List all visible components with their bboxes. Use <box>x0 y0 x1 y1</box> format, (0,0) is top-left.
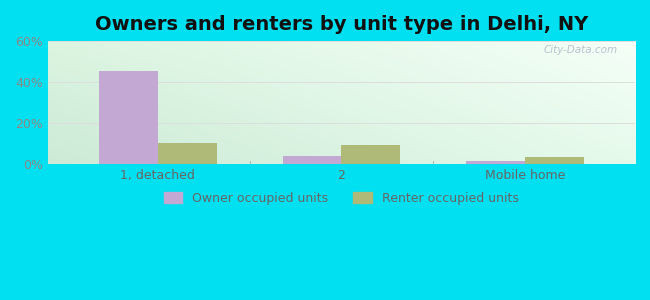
Bar <box>525 157 584 164</box>
Legend: Owner occupied units, Renter occupied units: Owner occupied units, Renter occupied un… <box>159 187 524 210</box>
Bar <box>466 161 525 164</box>
Bar <box>158 143 216 164</box>
Title: Owners and renters by unit type in Delhi, NY: Owners and renters by unit type in Delhi… <box>95 15 588 34</box>
Bar <box>283 156 341 164</box>
Bar <box>99 71 158 164</box>
Bar <box>341 145 400 164</box>
Text: City-Data.com: City-Data.com <box>543 45 618 55</box>
